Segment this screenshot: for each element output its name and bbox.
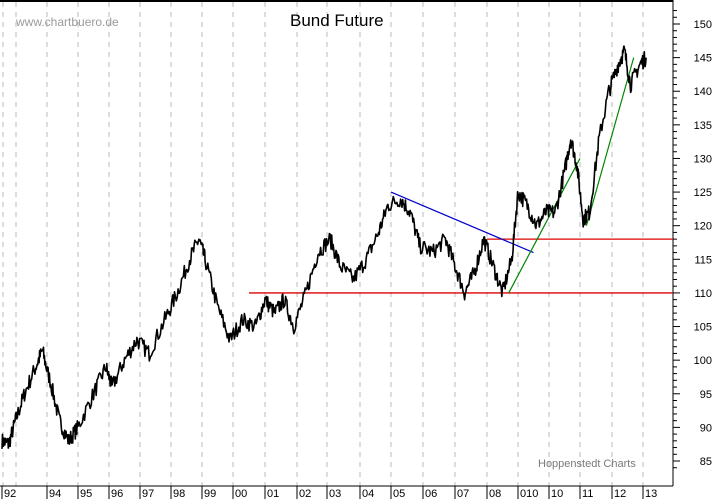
y-tick-label: 90 [700,422,712,434]
x-tick-label: 99 [204,488,216,499]
y-tick-label: 130 [694,153,712,165]
x-tick-label: 04 [362,488,374,499]
x-tick-label: 010 [520,488,538,499]
x-tick-label: 97 [142,488,154,499]
x-tick-label: 08 [489,488,501,499]
y-axis: 85 90 95 100 105 110 115 120 125 130 135 140 145 150 [673,10,712,469]
plot-frame [0,0,674,487]
annotations [249,57,673,294]
x-tick-label: 10 [551,488,563,499]
x-tick-label: 06 [425,488,437,499]
y-tick-label: 85 [700,456,712,468]
x-tick-label: 02 [299,488,311,499]
x-tick-label: 92 [4,488,16,499]
y-tick-label: 100 [694,355,712,367]
credit-label: Hoppenstedt Charts [538,458,636,470]
y-tick-label: 115 [694,254,712,266]
x-tick-label: 05 [393,488,405,499]
x-axis: 92 94 95 96 97 98 99 00 01 02 03 04 05 06 07 08 010 10 11 1… [1,486,657,499]
x-tick-label: 94 [49,488,61,499]
x-tick-label: 96 [111,488,123,499]
x-tick-label: 01 [267,488,279,499]
y-tick-label: 95 [700,389,712,401]
x-tick-label: 98 [173,488,185,499]
x-tick-label: 07 [457,488,469,499]
y-tick-label: 150 [694,19,712,31]
y-tick-label: 140 [694,86,712,98]
x-tick-label: 95 [80,488,92,499]
y-tick-label: 110 [694,288,712,300]
x-tick-label: 13 [645,488,657,499]
chart-title: Bund Future [290,11,384,30]
y-tick-label: 135 [694,120,712,132]
trendline [508,158,581,294]
x-tick-label: 00 [235,488,247,499]
y-tick-label: 105 [694,322,712,334]
y-tick-label: 125 [694,187,712,199]
x-tick-label: 03 [329,488,341,499]
x-tick-label: 12 [614,488,626,499]
trendline [585,57,635,226]
trendline [390,191,534,254]
y-tick-label: 120 [694,221,712,233]
watermark: www.chartbuero.de [15,15,119,29]
x-tick-label: 11 [582,488,593,499]
y-tick-label: 145 [694,53,712,65]
price-line [1,45,647,449]
